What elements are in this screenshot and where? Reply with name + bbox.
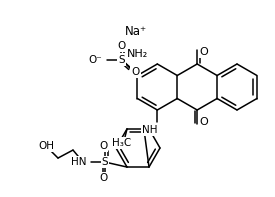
Text: OH: OH: [38, 141, 54, 151]
Text: O: O: [99, 141, 107, 151]
Text: O: O: [200, 47, 208, 57]
Text: S: S: [118, 55, 125, 64]
Text: HN: HN: [72, 157, 87, 167]
Text: O: O: [117, 41, 125, 50]
Text: O: O: [200, 117, 208, 127]
Text: NH: NH: [142, 125, 157, 135]
Text: H₃C: H₃C: [112, 138, 132, 148]
Text: O: O: [131, 67, 139, 76]
Text: O: O: [99, 173, 107, 183]
Text: NH₂: NH₂: [127, 49, 148, 59]
Text: S: S: [102, 157, 108, 167]
Text: O⁻: O⁻: [89, 55, 102, 64]
Text: Na⁺: Na⁺: [125, 25, 147, 38]
